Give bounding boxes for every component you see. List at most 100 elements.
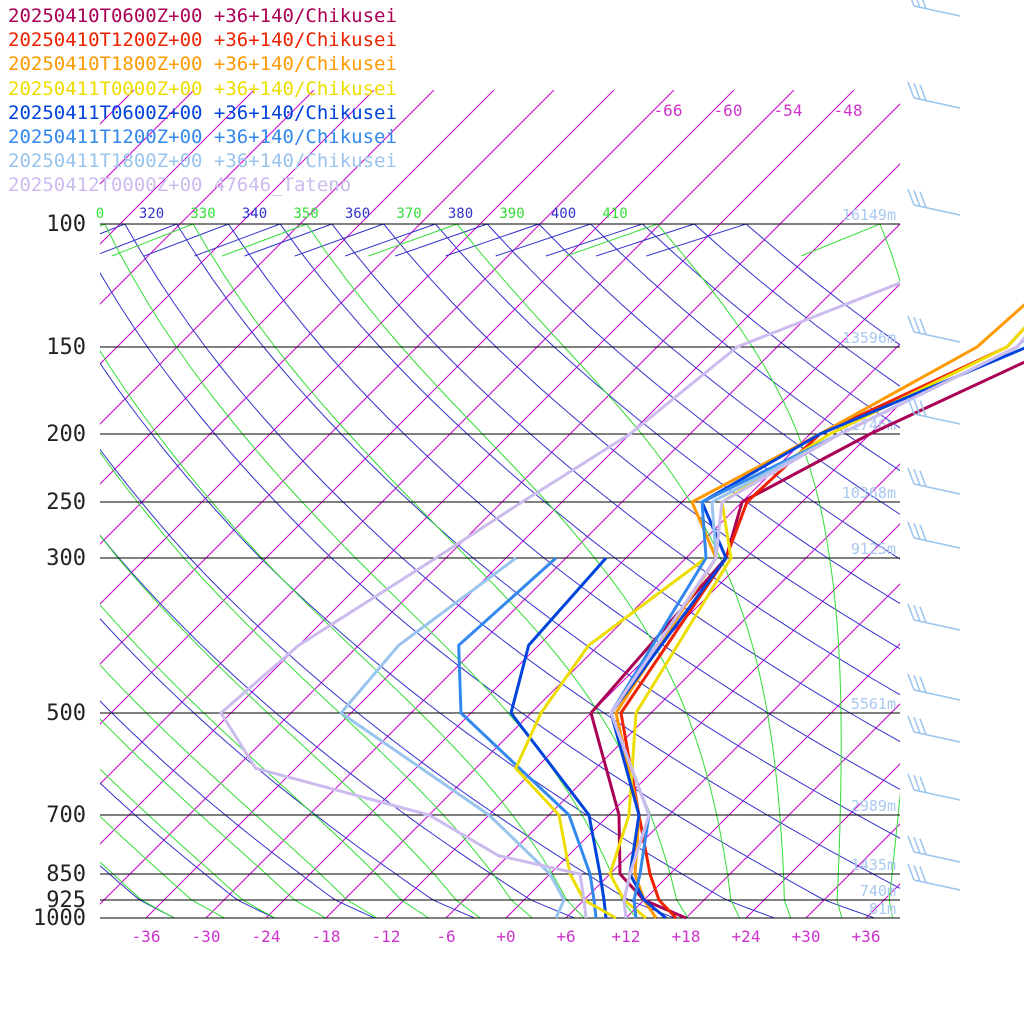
wind-barb <box>907 81 961 109</box>
dewpoint-line <box>509 557 608 919</box>
theta-label: 340 <box>242 206 267 222</box>
wind-barb <box>907 863 961 891</box>
height-label: 16149m <box>842 206 896 224</box>
dry-adiabat-line <box>100 534 614 919</box>
isotherm-line <box>100 90 675 665</box>
moist-adiabat-line <box>111 223 706 919</box>
isotherm-label: -54 <box>774 101 803 120</box>
isotherm-line <box>805 823 900 919</box>
legend-entry: 20250410T0600Z+00 +36+140/Chikusei <box>8 5 397 27</box>
dry-adiabat-line <box>194 223 900 743</box>
temperature-line <box>619 326 1024 920</box>
dry-adiabat-line <box>244 223 900 696</box>
height-label: 9125m <box>851 540 896 558</box>
temperature-tick-label: +12 <box>612 927 641 946</box>
dry-adiabat-line <box>100 782 310 919</box>
moist-adiabat-line <box>801 223 900 919</box>
temperature-tick-label: +36 <box>852 927 881 946</box>
isotherm-line <box>100 90 735 725</box>
temperature-tick-label: +18 <box>672 927 701 946</box>
isotherm-line <box>565 583 900 919</box>
theta-label: 330 <box>190 206 215 222</box>
legend-entry: 20250411T1200Z+00 +36+140/Chikusei <box>8 126 397 149</box>
wind-barb <box>907 603 961 631</box>
wind-barb <box>907 835 961 863</box>
isotherm-line <box>100 90 255 245</box>
dry-adiabat-line <box>100 865 209 919</box>
height-label: 13596m <box>842 329 896 347</box>
dry-adiabat-line <box>100 448 716 919</box>
isotherm-line <box>100 90 375 365</box>
theta-label: 380 <box>448 206 473 222</box>
temperature-profiles <box>589 303 1024 920</box>
isotherm-line <box>625 643 900 919</box>
isotherm-line <box>445 463 900 919</box>
isotherm-label: -60 <box>714 101 743 120</box>
temperature-tick-label: -36 <box>132 927 161 946</box>
pressure-label: 1000 <box>33 906 86 931</box>
wind-barb <box>910 0 961 17</box>
height-label: 10368m <box>842 484 896 502</box>
wind-barb <box>907 467 961 495</box>
dry-adiabat-line <box>100 271 900 919</box>
theta-label: 370 <box>396 206 421 222</box>
isotherm-line <box>100 90 795 785</box>
wind-barb <box>907 315 961 343</box>
dry-adiabat-line <box>646 223 900 346</box>
isotherm-line <box>385 403 900 919</box>
temperature-line <box>608 326 1024 920</box>
theta-label: 390 <box>499 206 524 222</box>
pressure-label: 700 <box>46 803 86 828</box>
pressure-label: 150 <box>46 335 86 360</box>
isotherm-line <box>265 283 900 919</box>
theta-label: 410 <box>602 206 627 222</box>
isotherm-line <box>926 90 1024 918</box>
legend-entry: 20250411T0600Z+00 +36+140/Chikusei <box>8 101 397 124</box>
isotherm-line <box>505 523 900 919</box>
wind-barb <box>907 188 961 216</box>
isotherm-line <box>685 703 900 919</box>
pressure-label: 500 <box>46 701 86 726</box>
isotherm-line <box>145 163 900 919</box>
isobar-lines <box>100 223 900 919</box>
legend-entry: 20250411T1800Z+00 +36+140/Chikusei <box>8 150 397 173</box>
legend-entry: 20250411T0000Z+00 +36+140/Chikusei <box>8 77 397 100</box>
theta-label: 0 <box>96 206 104 222</box>
wind-barb <box>907 521 961 549</box>
theta-labels: 0 320 330 340 350 360 370 380 390 400 410 <box>96 206 628 222</box>
isotherm-line <box>100 103 900 905</box>
height-label: 1435m <box>851 856 896 874</box>
dry-adiabat-line <box>445 223 900 515</box>
moist-adiabat-line <box>100 718 356 919</box>
dewpoint-profiles <box>219 281 900 920</box>
temperature-tick-label: -6 <box>436 927 455 946</box>
temperature-line <box>589 360 1024 920</box>
pressure-label: 925 <box>46 888 86 913</box>
top-isotherm-labels: -66 -60 -54 -48 <box>654 101 863 120</box>
wind-barb <box>907 773 961 801</box>
moist-adiabat-line <box>100 451 556 919</box>
isotherm-line <box>100 90 855 845</box>
wind-barbs <box>907 0 961 891</box>
temperature-tick-label: -30 <box>192 927 221 946</box>
dry-adiabat-line <box>100 362 817 919</box>
isotherm-line <box>205 223 900 919</box>
isotherm-line <box>986 90 1024 918</box>
pressure-label: 250 <box>46 490 86 515</box>
dewpoint-line <box>219 281 900 919</box>
dry-adiabat-line <box>596 223 900 387</box>
legend-entry: 20250410T1200Z+00 +36+140/Chikusei <box>8 29 397 52</box>
dry-adiabat-line <box>495 223 900 472</box>
moist-adiabat-line <box>100 604 456 919</box>
wind-barb <box>907 715 961 743</box>
pressure-label: 200 <box>46 422 86 447</box>
isotherm-line <box>325 343 900 919</box>
theta-label: 400 <box>551 206 576 222</box>
temperature-tick-label: +30 <box>792 927 821 946</box>
dewpoint-line <box>457 556 598 919</box>
temperature-line <box>609 336 1024 919</box>
temperature-axis-labels: -36 -30 -24 -18 -12 -6 +0 +6 +12 +18 +24 +30 +36 <box>132 927 881 946</box>
pressure-label: 850 <box>46 862 86 887</box>
temperature-line <box>614 303 1024 919</box>
